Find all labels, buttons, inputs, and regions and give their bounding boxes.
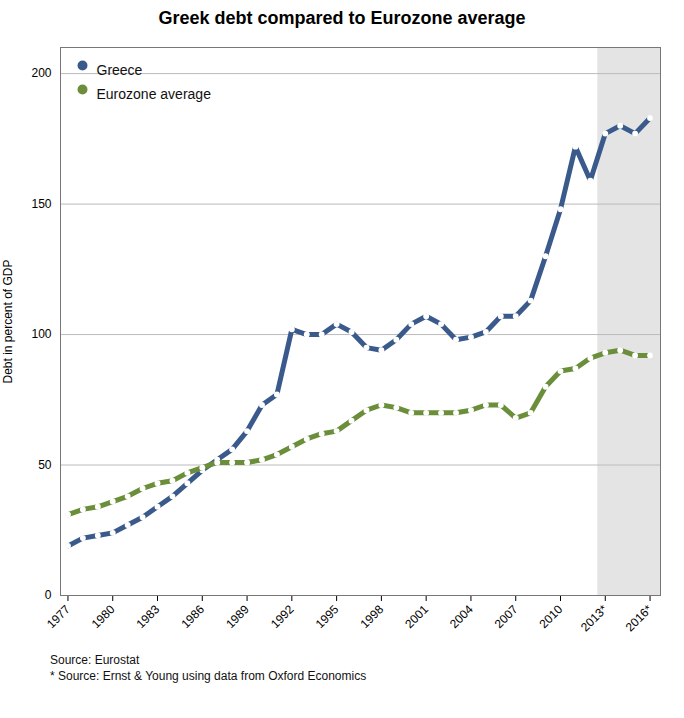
svg-text:2001: 2001 [402, 602, 431, 631]
html-text:Greek debt compared to Eurozon: Greek debt compared to Eurozone average [158, 8, 526, 28]
svg-text:2013*: 2013* [578, 602, 610, 634]
svg-text:200: 200 [31, 66, 51, 80]
svg-text:50: 50 [38, 458, 52, 472]
html-text:Source: Eurostat: Source: Eurostat [50, 653, 140, 667]
svg-text:2016*: 2016* [623, 602, 655, 634]
svg-text:1995: 1995 [313, 602, 342, 631]
svg-text:1989: 1989 [223, 602, 252, 631]
svg-text:100: 100 [31, 327, 51, 341]
svg-text:0: 0 [45, 588, 52, 602]
svg-text:1986: 1986 [178, 602, 207, 631]
svg-text:1980: 1980 [89, 602, 118, 631]
svg-text:2004: 2004 [447, 602, 476, 631]
svg-text:Eurozone average: Eurozone average [97, 86, 212, 102]
svg-text:1998: 1998 [357, 602, 386, 631]
svg-text:Debt in percent of GDP: Debt in percent of GDP [1, 259, 15, 383]
svg-text:150: 150 [31, 197, 51, 211]
svg-text:2010: 2010 [537, 602, 566, 631]
html-text:* Source: Ernst & Young using: * Source: Ernst & Young using data from … [50, 668, 367, 683]
svg-text:1977: 1977 [44, 602, 73, 631]
svg-text:2007: 2007 [492, 602, 521, 631]
svg-text:Greece: Greece [97, 62, 143, 78]
svg-text:1983: 1983 [134, 602, 163, 631]
svg-text:1992: 1992 [268, 602, 297, 631]
